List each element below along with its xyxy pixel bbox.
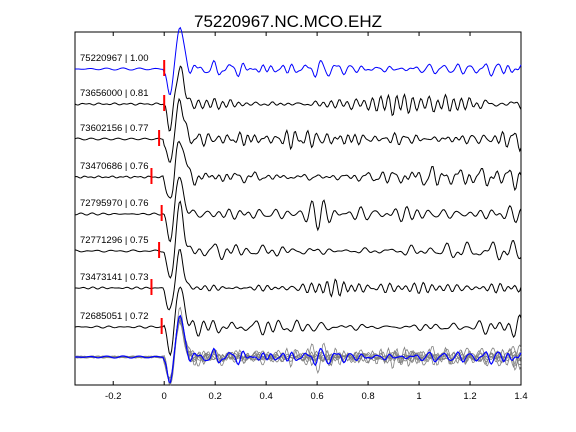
x-tick-label: 0.8	[361, 391, 374, 402]
trace-label-73470686: 73470686 | 0.76	[80, 161, 149, 172]
x-axis: -0.2 0 0.2 0.4 0.6 0.8 1 1.2 1.4	[105, 32, 528, 402]
trace-line-73473141	[74, 249, 522, 311]
trace-line-73470686	[74, 140, 522, 199]
chart-title: 75220967.NC.MCO.EHZ	[194, 12, 382, 31]
trace-line-72795970	[74, 176, 522, 243]
x-tick-label: 1.2	[463, 391, 476, 402]
trace-line-75220967	[74, 26, 522, 96]
stacked-overlay	[74, 306, 522, 387]
trace-label-72795970: 72795970 | 0.76	[80, 198, 149, 209]
trace-line-72685051	[74, 286, 522, 357]
x-tick-label: 0.4	[260, 391, 273, 402]
x-tick-label: 0.2	[209, 391, 222, 402]
x-tick-label: 1.4	[514, 391, 527, 402]
trace-label-72771296: 72771296 | 0.75	[80, 235, 149, 246]
trace-label-73473141: 73473141 | 0.73	[80, 272, 149, 283]
trace-line-73602156	[74, 97, 522, 163]
trace-line-73656000	[74, 65, 522, 132]
overlay-line-75220967	[74, 314, 522, 384]
trace-label-73656000: 73656000 | 0.81	[80, 88, 149, 99]
pick-marker-group	[150, 60, 166, 334]
overlay-line-72685051	[74, 316, 522, 387]
x-tick-label: 0	[162, 391, 167, 402]
x-tick-label: -0.2	[105, 391, 121, 402]
x-tick-label: 0.6	[311, 391, 324, 402]
x-tick-label: 1	[416, 391, 421, 402]
trace-group	[74, 26, 522, 357]
trace-line-72771296	[74, 200, 522, 279]
trace-label-72685051: 72685051 | 0.72	[80, 311, 149, 322]
trace-label-group: 75220967 | 1.00 73656000 | 0.81 73602156 |…	[80, 53, 149, 322]
trace-label-73602156: 73602156 | 0.77	[80, 123, 149, 134]
trace-label-75220967: 75220967 | 1.00	[80, 53, 149, 64]
